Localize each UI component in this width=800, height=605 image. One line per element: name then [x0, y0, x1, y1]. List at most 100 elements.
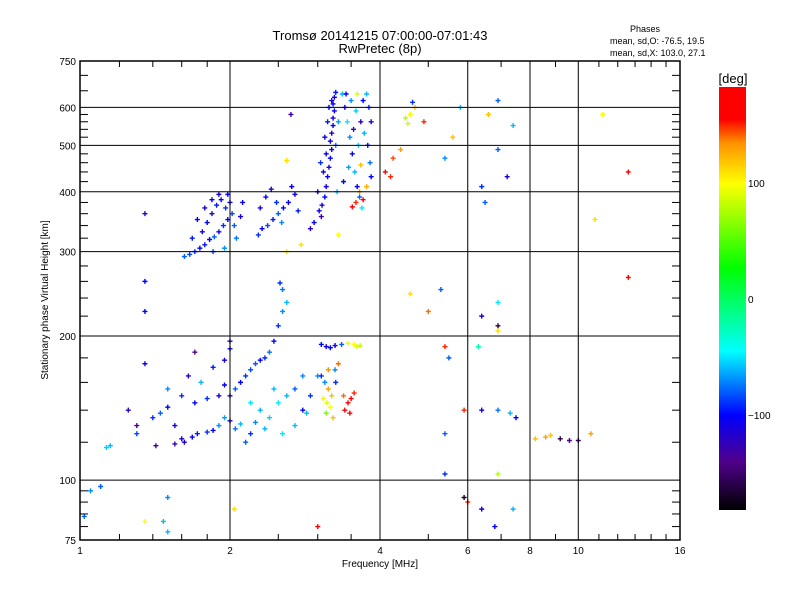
- data-point: [157, 410, 163, 416]
- data-point: [335, 232, 341, 238]
- data-point: [327, 404, 333, 410]
- y-tick-label: 750: [59, 57, 76, 68]
- data-point: [81, 513, 87, 519]
- x-tick-label: 10: [573, 546, 585, 557]
- data-point: [358, 162, 364, 168]
- stats-o-mode: mean, sd,O: -76.5, 19.5: [610, 36, 705, 46]
- data-point: [179, 436, 185, 442]
- y-tick-label: 400: [59, 188, 76, 199]
- data-point: [316, 208, 322, 214]
- data-point: [353, 199, 359, 205]
- data-point: [257, 407, 263, 413]
- data-point: [442, 431, 448, 437]
- data-point: [189, 434, 195, 440]
- data-point: [341, 179, 347, 185]
- data-point: [325, 367, 331, 373]
- data-point: [364, 184, 370, 190]
- data-point: [98, 483, 104, 489]
- data-point: [222, 382, 228, 388]
- data-point: [204, 220, 210, 226]
- data-point: [222, 357, 228, 363]
- data-point: [495, 471, 501, 477]
- data-point: [257, 357, 263, 363]
- data-point: [199, 229, 205, 235]
- data-point: [359, 205, 365, 211]
- data-point: [347, 410, 353, 416]
- data-point: [446, 355, 452, 361]
- data-point: [318, 341, 324, 347]
- data-point: [390, 155, 396, 161]
- data-point: [364, 91, 370, 97]
- colorbar: [719, 87, 746, 510]
- data-point: [343, 91, 349, 97]
- data-point: [300, 407, 306, 413]
- data-point: [592, 217, 598, 223]
- data-point: [292, 386, 298, 392]
- data-point: [333, 89, 339, 95]
- data-point: [252, 361, 258, 367]
- data-point: [248, 400, 254, 406]
- data-point: [557, 436, 563, 442]
- data-point: [165, 404, 171, 410]
- data-point: [421, 119, 427, 125]
- data-point: [207, 236, 213, 242]
- data-point: [198, 379, 204, 385]
- y-tick-label: 100: [59, 476, 76, 487]
- data-point: [495, 299, 501, 305]
- data-point: [323, 151, 329, 157]
- data-point: [625, 169, 631, 175]
- data-point: [150, 415, 156, 421]
- data-point: [368, 119, 374, 125]
- data-point: [257, 205, 263, 211]
- data-point: [388, 174, 394, 180]
- data-point: [142, 211, 148, 217]
- data-point: [248, 431, 254, 437]
- data-point: [346, 164, 352, 170]
- data-point: [323, 344, 329, 350]
- data-point: [179, 393, 185, 399]
- data-point: [266, 415, 272, 421]
- chart-title: Tromsø 20141215 07:00:00-07:01:43: [273, 28, 488, 43]
- data-point: [88, 488, 94, 494]
- data-point: [479, 313, 485, 319]
- y-tick-labels: 75 100 200 300 400 500 600 750: [59, 57, 76, 547]
- data-point: [284, 157, 290, 163]
- data-point: [181, 439, 187, 445]
- data-point: [548, 432, 554, 438]
- data-point: [142, 308, 148, 314]
- data-point: [284, 299, 290, 305]
- data-point: [361, 130, 367, 136]
- data-point: [368, 174, 374, 180]
- data-point: [329, 98, 335, 104]
- data-point: [274, 199, 280, 205]
- data-point: [327, 138, 333, 144]
- data-point: [330, 101, 336, 107]
- data-point: [280, 308, 286, 314]
- data-point: [425, 308, 431, 314]
- data-point: [485, 111, 491, 117]
- data-point: [324, 400, 330, 406]
- data-point: [262, 426, 268, 432]
- data-point: [266, 349, 272, 355]
- data-point: [220, 223, 226, 229]
- data-point: [248, 367, 254, 373]
- data-point: [450, 134, 456, 140]
- data-point: [318, 214, 324, 220]
- data-point: [339, 341, 345, 347]
- y-tick-label: 300: [59, 248, 76, 259]
- data-point: [202, 242, 208, 248]
- data-point: [315, 524, 321, 530]
- data-point: [442, 471, 448, 477]
- data-point: [209, 211, 215, 217]
- data-point: [504, 174, 510, 180]
- data-point: [142, 361, 148, 367]
- data-point: [320, 169, 326, 175]
- data-point: [495, 407, 501, 413]
- data-point: [255, 232, 261, 238]
- data-point: [322, 134, 328, 140]
- data-point: [134, 423, 140, 429]
- data-point: [165, 495, 171, 500]
- y-tick-label: 200: [59, 332, 76, 343]
- data-point: [165, 529, 171, 535]
- chart-subtitle: RwPretec (8p): [338, 41, 421, 56]
